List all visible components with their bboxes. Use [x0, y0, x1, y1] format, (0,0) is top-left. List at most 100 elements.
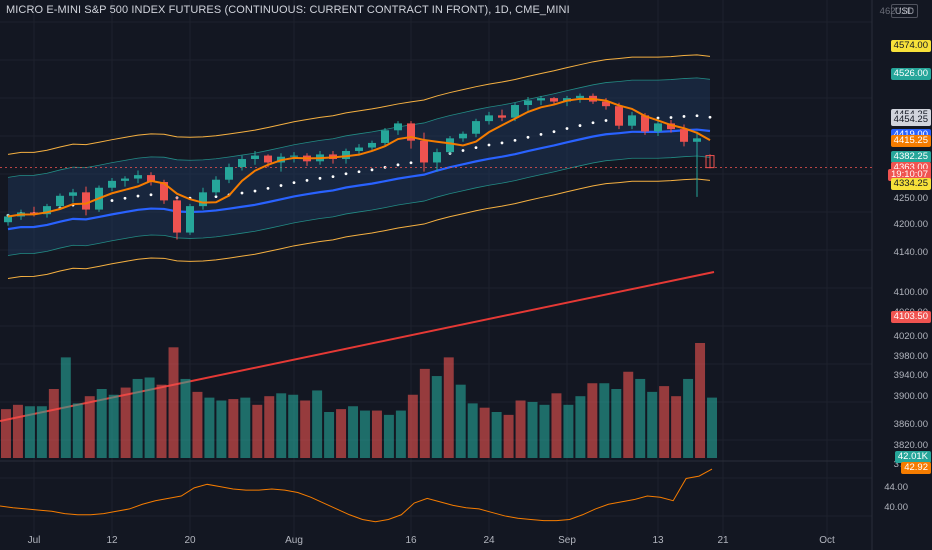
- candle-body: [368, 142, 376, 148]
- candle-body: [342, 150, 350, 160]
- candle-body: [186, 206, 194, 233]
- volume-bar: [120, 387, 131, 458]
- volume-bar: [479, 407, 490, 458]
- candle-body: [108, 180, 116, 188]
- oscillator-axis-label: 44.00: [884, 482, 908, 493]
- volume-bar: [24, 406, 35, 458]
- bollinger-outer-lower: [7, 178, 711, 280]
- price-axis-label: 3820.00: [893, 440, 928, 451]
- blue-moving-average: [7, 128, 711, 231]
- sar-dot: [318, 176, 322, 180]
- sar-dot: [474, 146, 478, 149]
- candle-body: [537, 98, 545, 101]
- date-axis-label: 21: [717, 535, 729, 546]
- volume-bar: [72, 403, 83, 458]
- candle-body: [134, 175, 142, 179]
- candle-body: [355, 147, 363, 151]
- volume-bar: [371, 410, 382, 458]
- volume-bar: [96, 389, 107, 458]
- date-axis-label: Jul: [27, 535, 41, 546]
- candle-body: [56, 195, 64, 207]
- candle-body: [615, 106, 623, 126]
- volume-bar: [1, 409, 11, 458]
- volume-bar: [84, 396, 95, 458]
- volume-bar: [264, 396, 275, 458]
- volume-bar: [383, 414, 394, 458]
- sar-dot: [578, 124, 582, 127]
- price-tag: 19:10:07: [888, 169, 931, 182]
- sar-dot: [487, 143, 491, 147]
- volume-bar: [431, 376, 442, 458]
- sar-dot: [331, 175, 335, 179]
- volume-bar: [395, 410, 406, 458]
- volume-bar: [360, 410, 370, 458]
- symbol-title: MICRO E-MINI S&P 500 INDEX FUTURES (CONT…: [6, 4, 570, 16]
- volume-bar: [312, 390, 323, 458]
- volume-bar: [180, 378, 191, 458]
- volume-bar: [491, 412, 502, 458]
- candle-body: [4, 216, 12, 223]
- candle-body: [433, 152, 441, 163]
- candle-body: [264, 155, 272, 163]
- sar-dot: [539, 132, 543, 136]
- volume-bar: [300, 400, 311, 458]
- price-axis-label: 4020.00: [893, 331, 928, 342]
- volume-bar: [60, 357, 71, 458]
- currency-badge[interactable]: USD: [890, 4, 918, 18]
- sar-dot: [604, 119, 608, 122]
- sar-dot: [409, 161, 413, 165]
- candle-body: [407, 123, 415, 141]
- sar-dot: [656, 116, 660, 120]
- volume-bar: [467, 403, 478, 458]
- sma-200-line: [0, 271, 715, 422]
- date-axis-label: 16: [405, 535, 417, 546]
- volume-bar: [36, 406, 47, 458]
- sar-dot: [591, 121, 595, 125]
- sar-dot: [253, 189, 257, 193]
- sar-dot: [279, 184, 283, 187]
- oscillator-tag: 42.92: [901, 462, 931, 474]
- candle-body: [485, 115, 493, 122]
- sar-dot: [526, 135, 530, 139]
- sar-dot: [500, 141, 504, 145]
- candle-body: [82, 192, 90, 210]
- volume-bar: [563, 404, 574, 458]
- volume-bar: [204, 397, 215, 458]
- price-axis-label: 3900.00: [893, 391, 928, 402]
- price-axis-label: 4200.00: [893, 219, 928, 230]
- volume-bar: [503, 414, 514, 458]
- volume-bar: [407, 394, 418, 458]
- volume-bar: [647, 391, 658, 458]
- date-axis-label: 24: [483, 535, 495, 546]
- volume-bar: [240, 397, 251, 458]
- price-tag: 4454.25: [890, 113, 931, 126]
- date-axis-label: Oct: [819, 535, 835, 546]
- volume-bar: [252, 404, 263, 458]
- candle-body: [420, 140, 428, 163]
- sar-dot: [240, 191, 244, 195]
- bollinger-inner-lower: [7, 155, 711, 256]
- date-axis-label: 12: [106, 535, 118, 546]
- volume-bar: [515, 400, 526, 458]
- candle-body: [199, 192, 207, 207]
- sar-dot: [149, 193, 153, 197]
- candle-body: [30, 212, 38, 215]
- price-tag: 4526.00: [890, 68, 931, 80]
- candle-body: [680, 129, 688, 142]
- sar-dot: [266, 186, 270, 190]
- volume-bar: [707, 397, 717, 458]
- volume-bar: [48, 389, 59, 458]
- volume-bar: [228, 399, 239, 458]
- price-tag: 4103.50: [890, 310, 931, 323]
- candle-body: [381, 130, 389, 143]
- price-tag: 4334.25: [890, 178, 931, 191]
- candle-body: [238, 159, 246, 168]
- sar-dot: [461, 149, 465, 152]
- candle-body: [160, 182, 168, 201]
- candle-body: [654, 123, 662, 132]
- sar-dot: [370, 168, 374, 172]
- volume-bar: [599, 383, 610, 458]
- volume-bar: [695, 343, 706, 458]
